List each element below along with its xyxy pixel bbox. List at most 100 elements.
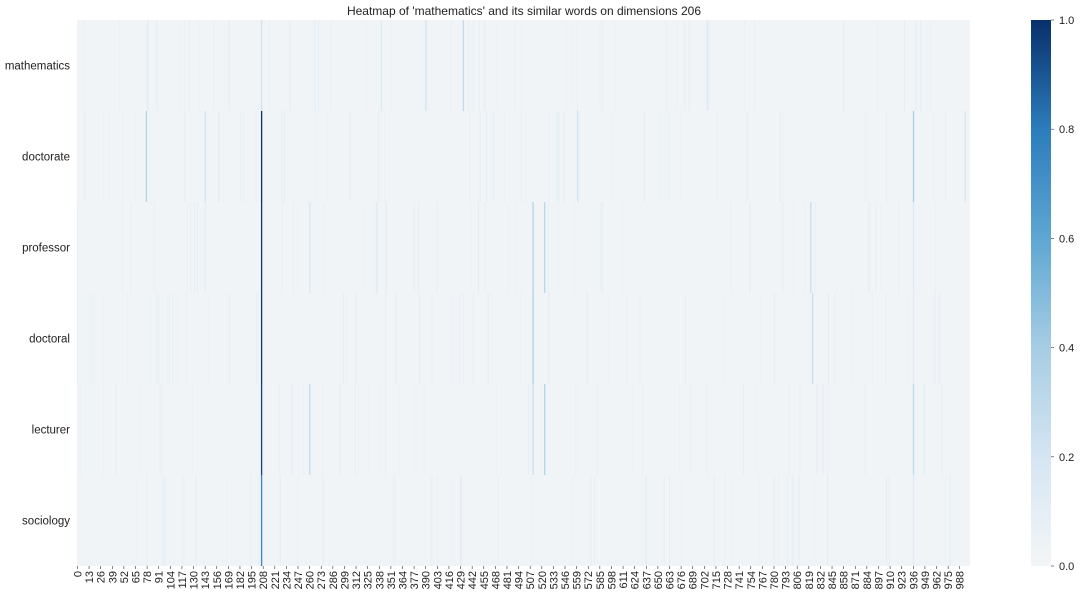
heatmap-cell-lecturer-523 xyxy=(544,384,546,475)
x-tick-label: 338 xyxy=(374,571,386,589)
heatmap-cell xyxy=(951,475,953,566)
heatmap-cell xyxy=(91,293,93,384)
heatmap-cell-doctorate-77 xyxy=(145,111,148,202)
heatmap-cell xyxy=(77,202,78,293)
heatmap-cell xyxy=(515,202,517,293)
heatmap-cell xyxy=(472,20,474,111)
heatmap-cell xyxy=(779,111,781,202)
row-label-sociology: sociology xyxy=(22,516,70,528)
x-tick-label: 884 xyxy=(862,571,874,589)
heatmap-cell xyxy=(661,384,663,475)
heatmap-cell xyxy=(514,20,516,111)
heatmap-cell xyxy=(493,111,495,202)
x-tick-label: 78 xyxy=(142,571,154,583)
x-tick-label: 325 xyxy=(363,571,375,589)
heatmap-cell xyxy=(755,384,757,475)
heatmap-cell xyxy=(377,111,379,202)
heatmap-cell xyxy=(723,293,725,384)
heatmap-cell xyxy=(460,475,462,566)
heatmap-cell xyxy=(634,111,636,202)
heatmap-cell xyxy=(228,293,230,384)
heatmap-cell xyxy=(172,293,174,384)
heatmap-cell-sociology-936 xyxy=(912,475,915,566)
x-tick-label: 988 xyxy=(955,571,967,589)
heatmap-cell xyxy=(644,475,646,566)
heatmap-cell xyxy=(269,475,271,566)
x-tick-label: 104 xyxy=(165,571,177,589)
heatmap-cell xyxy=(868,202,870,293)
heatmap-cell xyxy=(168,293,170,384)
x-tick-label: 715 xyxy=(711,571,723,589)
heatmap-cell xyxy=(83,20,85,111)
heatmap-cell xyxy=(518,111,520,202)
heatmap-cell xyxy=(563,111,565,202)
heatmap-cell xyxy=(716,111,718,202)
heatmap-cell xyxy=(470,202,472,293)
heatmap-cell xyxy=(875,202,877,293)
heatmap-cell xyxy=(864,111,866,202)
heatmap-cell xyxy=(314,20,316,111)
heatmap-cell xyxy=(814,202,816,293)
heatmap-cell xyxy=(250,475,252,566)
heatmap-cell xyxy=(880,202,882,293)
heatmap-cell xyxy=(690,384,692,475)
heatmap-cell xyxy=(323,202,325,293)
heatmap-cell xyxy=(472,293,474,384)
heatmap-cell xyxy=(659,111,661,202)
x-tick-label: 26 xyxy=(96,571,108,583)
heatmap-cell xyxy=(708,20,710,111)
heatmap-cell xyxy=(782,202,784,293)
heatmap-cell xyxy=(705,384,707,475)
heatmap-cell xyxy=(602,20,604,111)
heatmap-cell xyxy=(548,111,550,202)
heatmap-row-professor xyxy=(77,202,970,293)
heatmap-cell-sociology-780 xyxy=(773,475,775,566)
heatmap-cell xyxy=(256,293,258,384)
colorbar-tick-label: 1.0 xyxy=(1059,15,1074,27)
heatmap-cell xyxy=(573,202,575,293)
heatmap-cell xyxy=(150,111,152,202)
x-tick-label: 546 xyxy=(560,571,572,589)
heatmap-cell xyxy=(281,111,283,202)
heatmap-cell xyxy=(302,384,304,475)
heatmap-cell xyxy=(886,111,888,202)
heatmap-cell xyxy=(599,20,601,111)
colorbar-tick-label: 0.6 xyxy=(1059,233,1074,245)
heatmap-cell xyxy=(827,475,829,566)
x-tick-label: 416 xyxy=(444,571,456,589)
heatmap-cell xyxy=(706,384,708,475)
heatmap-cell xyxy=(322,384,324,475)
heatmap-cell xyxy=(358,384,360,475)
x-tick-label: 845 xyxy=(827,571,839,589)
heatmap-cell xyxy=(867,111,869,202)
heatmap-cell xyxy=(190,202,192,293)
heatmap-cell xyxy=(601,20,603,111)
x-tick-label: 520 xyxy=(537,571,549,589)
heatmap-cell xyxy=(898,202,900,293)
heatmap-cell xyxy=(485,111,487,202)
heatmap-cell xyxy=(484,20,486,111)
heatmap-cell xyxy=(816,384,818,475)
heatmap-cell xyxy=(871,293,873,384)
x-tick-label: 286 xyxy=(328,571,340,589)
heatmap-cell xyxy=(571,20,573,111)
x-tick-label: 728 xyxy=(723,571,735,589)
heatmap-row-sociology xyxy=(77,475,970,566)
heatmap-cell-doctorate-994 xyxy=(964,111,966,202)
heatmap-cell-doctorate-206 xyxy=(260,111,263,202)
heatmap-cell xyxy=(790,475,792,566)
x-tick-label: 897 xyxy=(873,571,885,589)
x-tick-label: 637 xyxy=(641,571,653,589)
heatmap-cell xyxy=(459,293,461,384)
heatmap-cell xyxy=(318,20,320,111)
heatmap-cell xyxy=(961,384,963,475)
heatmap-row-mathematics xyxy=(77,20,970,111)
heatmap-cell xyxy=(93,384,95,475)
heatmap-cell xyxy=(385,384,387,475)
x-tick-label: 143 xyxy=(200,571,212,589)
heatmap-cell xyxy=(398,384,400,475)
heatmap-cell xyxy=(749,202,751,293)
heatmap-cell xyxy=(419,293,421,384)
heatmap-cell xyxy=(684,20,686,111)
colorbar-tick-label: 0.0 xyxy=(1059,561,1074,573)
